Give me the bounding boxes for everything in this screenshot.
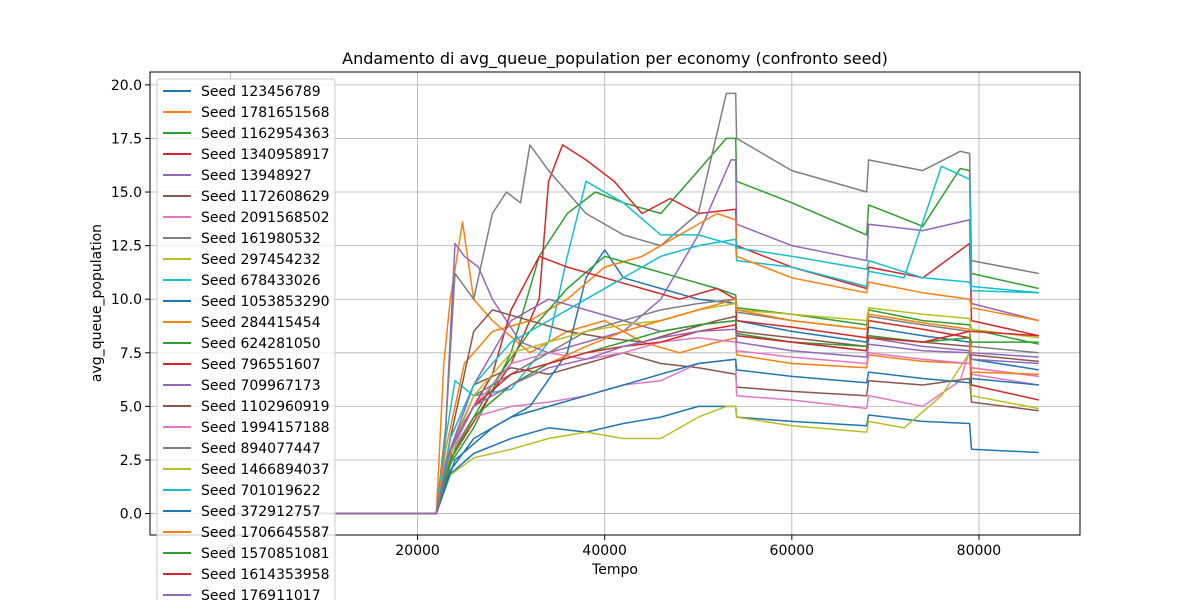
legend-label: Seed 176911017 [201, 588, 321, 600]
x-tick-label: 20000 [395, 543, 440, 559]
legend-label: Seed 13948927 [201, 168, 312, 184]
legend-label: Seed 123456789 [201, 84, 321, 100]
legend-label: Seed 372912757 [201, 504, 321, 520]
legend-label: Seed 284415454 [201, 315, 321, 331]
series-line-7 [230, 92, 1039, 515]
series-line-16 [230, 337, 1039, 515]
y-tick-label: 15.0 [111, 185, 142, 201]
series-line-24 [230, 328, 1039, 515]
legend-box [156, 78, 336, 600]
legend-label: Seed 2091568502 [201, 210, 330, 226]
x-tick-label: 80000 [957, 543, 1002, 559]
x-tick-label: 40000 [582, 543, 627, 559]
y-tick-label: 20.0 [111, 78, 142, 94]
series-line-23 [230, 324, 1039, 515]
series-line-0 [230, 405, 1039, 515]
series-line-2 [230, 137, 1039, 515]
y-tick-label: 7.5 [120, 346, 142, 362]
series-lines [230, 92, 1039, 515]
legend-label: Seed 1994157188 [201, 420, 330, 436]
legend-label: Seed 709967173 [201, 378, 321, 394]
series-line-5 [230, 352, 1039, 515]
legend-label: Seed 161980532 [201, 231, 321, 247]
series-line-13 [230, 255, 1039, 515]
legend-label: Seed 1172608629 [201, 189, 330, 205]
legend-label: Seed 624281050 [201, 336, 321, 352]
series-line-4 [230, 159, 1039, 515]
legend-label: Seed 1162954363 [201, 126, 330, 142]
series-line-3 [230, 144, 1039, 515]
series-line-19 [230, 238, 1039, 515]
series-line-1 [230, 221, 1039, 515]
legend-label: Seed 1570851081 [201, 546, 330, 562]
series-line-6 [230, 349, 1039, 515]
legend-label: Seed 1340958917 [201, 147, 330, 163]
series-line-11 [230, 212, 1039, 515]
legend-label: Seed 701019622 [201, 483, 321, 499]
series-line-8 [230, 352, 1039, 515]
legend-label: Seed 796551607 [201, 357, 321, 373]
y-tick-label: 10.0 [111, 292, 142, 308]
legend: Seed 123456789 Seed 1781651568 Seed 116295… [156, 78, 336, 600]
legend-label: Seed 1466894037 [201, 462, 330, 478]
legend-label: Seed 1614353958 [201, 567, 330, 583]
series-line-9 [230, 165, 1039, 515]
y-axis-title: avg_queue_population [89, 224, 105, 382]
legend-label: Seed 678433026 [201, 273, 321, 289]
legend-label: Seed 1706645587 [201, 525, 330, 541]
series-line-15 [230, 309, 1039, 515]
y-tick-label: 0.0 [120, 507, 142, 523]
legend-label: Seed 1053853290 [201, 294, 330, 310]
x-axis-title: Tempo [591, 562, 638, 578]
plot-frame [149, 71, 1081, 536]
y-tick-label: 12.5 [111, 239, 142, 255]
axis-ticks: 0200004000060000800000.02.55.07.510.012.… [111, 78, 1001, 559]
y-tick-label: 5.0 [120, 399, 142, 415]
series-line-20 [230, 358, 1039, 515]
y-tick-label: 2.5 [120, 453, 142, 469]
legend-label: Seed 1102960919 [201, 399, 330, 415]
legend-label: Seed 1781651568 [201, 105, 330, 121]
legend-label: Seed 894077447 [201, 441, 321, 457]
x-tick-label: 60000 [770, 543, 815, 559]
legend-label: Seed 297454232 [201, 252, 321, 268]
chart-title: Andamento di avg_queue_population per ec… [342, 49, 888, 69]
y-tick-label: 17.5 [111, 131, 142, 147]
